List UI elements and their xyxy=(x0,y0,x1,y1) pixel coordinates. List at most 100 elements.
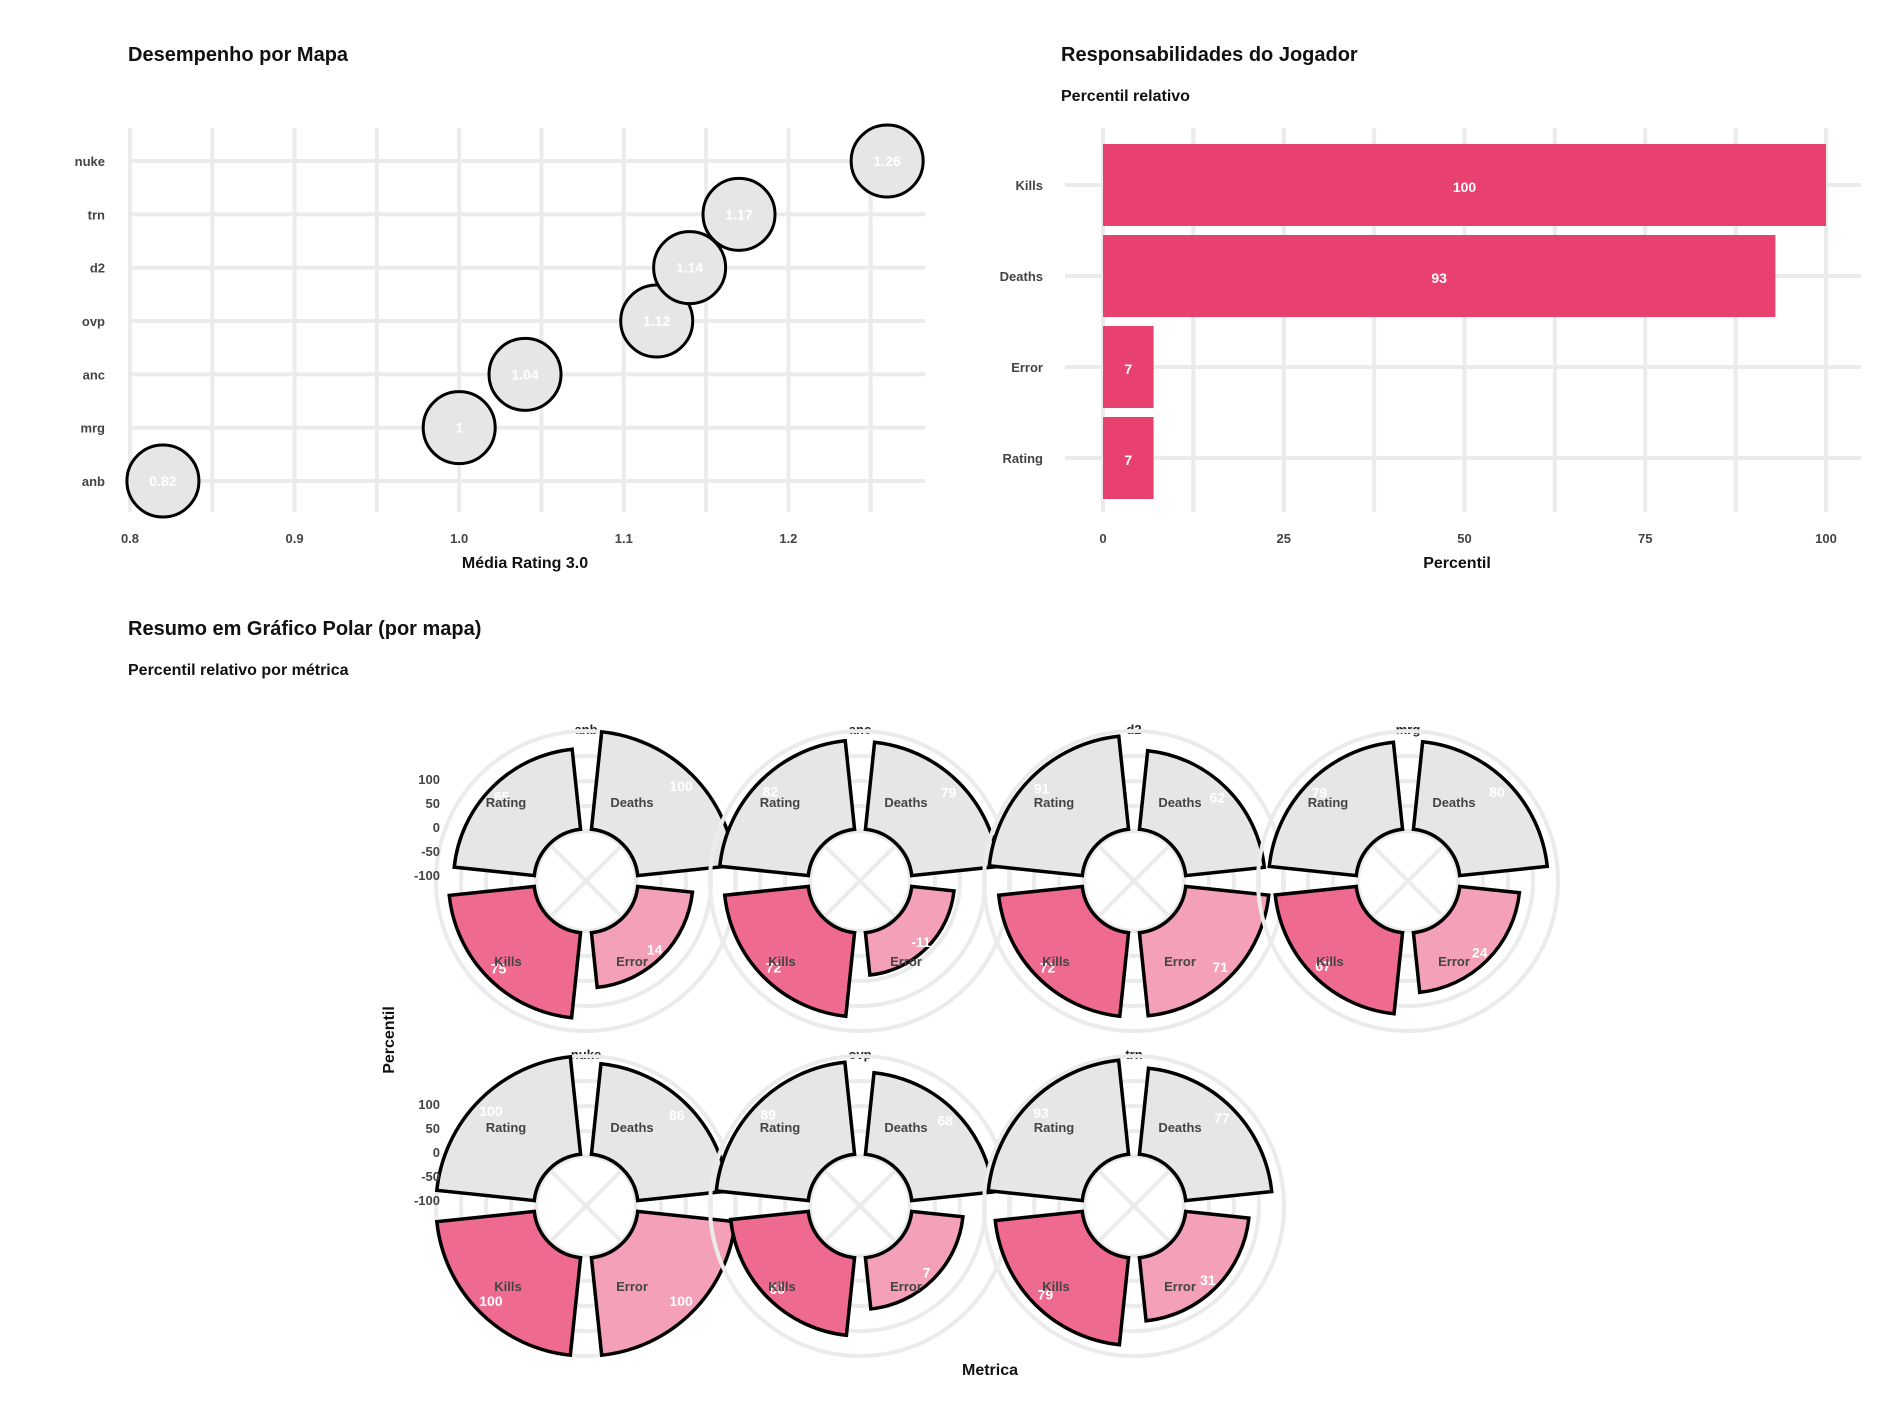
polar-grid-spoke xyxy=(858,1169,897,1208)
y-tick-label: d2 xyxy=(90,261,105,276)
polar-grid-ring xyxy=(982,1054,1286,1358)
y-tick-label: anb xyxy=(82,474,105,489)
polar-grid-spoke xyxy=(1132,879,1171,918)
x-tick-label: 1.2 xyxy=(779,531,797,546)
polar-bar-error xyxy=(1137,1209,1251,1323)
polar-value-label: 68 xyxy=(937,1113,953,1129)
polar-metric-label: Rating xyxy=(1034,1120,1075,1135)
polar-grid-ring xyxy=(758,1104,962,1308)
map-rating-label: 1.26 xyxy=(874,153,901,169)
polar-metric-label: Deaths xyxy=(1158,795,1201,810)
polar-value-label: 100 xyxy=(669,1293,693,1309)
polar-x-axis-title: Metrica xyxy=(962,1362,1018,1379)
polar-bar-error xyxy=(863,884,956,977)
responsibilities-title: Responsabilidades do Jogador xyxy=(1061,44,1358,66)
map-rating-point xyxy=(487,336,563,412)
polar-metric-label: Kills xyxy=(494,954,521,969)
polar-bar-rating xyxy=(1267,740,1405,878)
polar-grid-ring xyxy=(1082,829,1186,933)
polar-metric-label: Kills xyxy=(1042,1279,1069,1294)
polar-metric-label: Rating xyxy=(486,795,527,810)
polar-bar-kills xyxy=(993,1209,1131,1347)
map-rating-point xyxy=(125,443,201,519)
polar-y-tick-label: -50 xyxy=(421,844,440,859)
polar-value-label: 79 xyxy=(1038,1287,1054,1303)
polar-grid-ring xyxy=(1032,779,1236,983)
polar-y-tick-label: 100 xyxy=(418,772,440,787)
map-rating-label: 0.82 xyxy=(149,473,176,489)
polar-value-label: 65 xyxy=(494,789,510,805)
y-tick-label: Rating xyxy=(1003,451,1044,466)
polar-grid-spoke xyxy=(549,844,588,883)
responsibilities-bars: 100 93 7 7 xyxy=(1103,144,1826,499)
polar-metric-label: Kills xyxy=(768,1279,795,1294)
polar-value-label: 100 xyxy=(669,778,693,794)
responsibilities-x-ticks: 0 25 50 75 100 xyxy=(1099,531,1836,546)
polar-metric-label: Error xyxy=(1438,954,1470,969)
responsibility-value-label: 100 xyxy=(1453,179,1477,195)
polar-value-label: 79 xyxy=(941,784,957,800)
polar-value-label: 80 xyxy=(1489,784,1505,800)
polar-value-label: 62 xyxy=(1210,790,1226,806)
polar-grid-spoke xyxy=(858,879,897,918)
polar-grid-ring xyxy=(1007,1079,1261,1333)
y-tick-label: mrg xyxy=(80,421,105,436)
polar-grid-spoke xyxy=(1406,844,1445,883)
x-tick-label: 0.9 xyxy=(286,531,304,546)
y-tick-label: ovp xyxy=(82,314,105,329)
polar-bar-kills xyxy=(447,884,583,1020)
polar-grid-ring xyxy=(1306,779,1510,983)
polar-grid-spoke xyxy=(1097,844,1136,883)
polar-metric-label: Deaths xyxy=(1158,1120,1201,1135)
polar-y-tick-label: -100 xyxy=(414,1193,440,1208)
x-tick-label: 0 xyxy=(1099,531,1106,546)
polar-grid-ring xyxy=(509,1129,663,1283)
polar-y-tick-label: 0 xyxy=(433,1145,440,1160)
polar-bar-error xyxy=(1411,884,1522,995)
polar-grid-spoke xyxy=(1097,879,1136,918)
responsibilities-x-axis-title: Percentil xyxy=(1423,555,1491,572)
x-tick-label: 1.0 xyxy=(450,531,468,546)
polar-summary-subtitle: Percentil relativo por métrica xyxy=(128,662,349,679)
polar-metric-label: Kills xyxy=(768,954,795,969)
polar-metric-label: Rating xyxy=(760,1120,801,1135)
polar-y-tick-label: 50 xyxy=(426,1121,440,1136)
map-performance-y-ticks: anb mrg anc ovp d2 trn nuke xyxy=(75,154,105,489)
polar-metric-label: Error xyxy=(616,1279,648,1294)
polar-value-label: 89 xyxy=(760,1106,776,1122)
polar-facet-nuke: nuke86Deaths100Error100Kills100Rating100… xyxy=(414,1047,738,1358)
polar-grid-ring xyxy=(1057,1129,1211,1283)
polar-bar-kills xyxy=(722,884,857,1019)
polar-summary-chart: Resumo em Gráfico Polar (por mapa) Perce… xyxy=(128,618,1560,1379)
polar-bar-error xyxy=(589,1209,738,1358)
polar-grid-spoke xyxy=(823,1204,862,1243)
map-rating-label: 1.17 xyxy=(725,206,752,222)
polar-metric-label: Deaths xyxy=(1432,795,1475,810)
polar-value-label: 31 xyxy=(1200,1272,1216,1288)
x-tick-label: 100 xyxy=(1815,531,1837,546)
polar-grid-spoke xyxy=(1132,1204,1171,1243)
polar-bar-rating xyxy=(986,1058,1131,1203)
responsibility-bar xyxy=(1103,326,1154,408)
polar-grid-spoke xyxy=(584,1204,623,1243)
polar-grid-ring xyxy=(1082,1154,1186,1258)
responsibility-value-label: 7 xyxy=(1124,452,1132,468)
polar-grid-ring xyxy=(1356,829,1460,933)
polar-y-tick-label: -100 xyxy=(414,868,440,883)
polar-grid-spoke xyxy=(584,844,623,883)
map-performance-points: 0.82 1 1.04 1.12 1.14 1.17 1.26 xyxy=(125,123,925,519)
map-rating-label: 1.12 xyxy=(643,313,670,329)
polar-grid-ring xyxy=(509,804,663,958)
polar-value-label: 100 xyxy=(479,1293,503,1309)
polar-y-tick-label: 100 xyxy=(418,1097,440,1112)
polar-value-label: 79 xyxy=(1312,784,1328,800)
polar-grid-ring xyxy=(534,829,638,933)
polar-bar-kills xyxy=(728,1209,857,1338)
polar-value-label: 100 xyxy=(479,1103,503,1119)
polar-bar-rating xyxy=(452,747,583,878)
polar-value-label: 86 xyxy=(669,1107,685,1123)
polar-y-axis-title: Percentil xyxy=(381,1006,398,1074)
